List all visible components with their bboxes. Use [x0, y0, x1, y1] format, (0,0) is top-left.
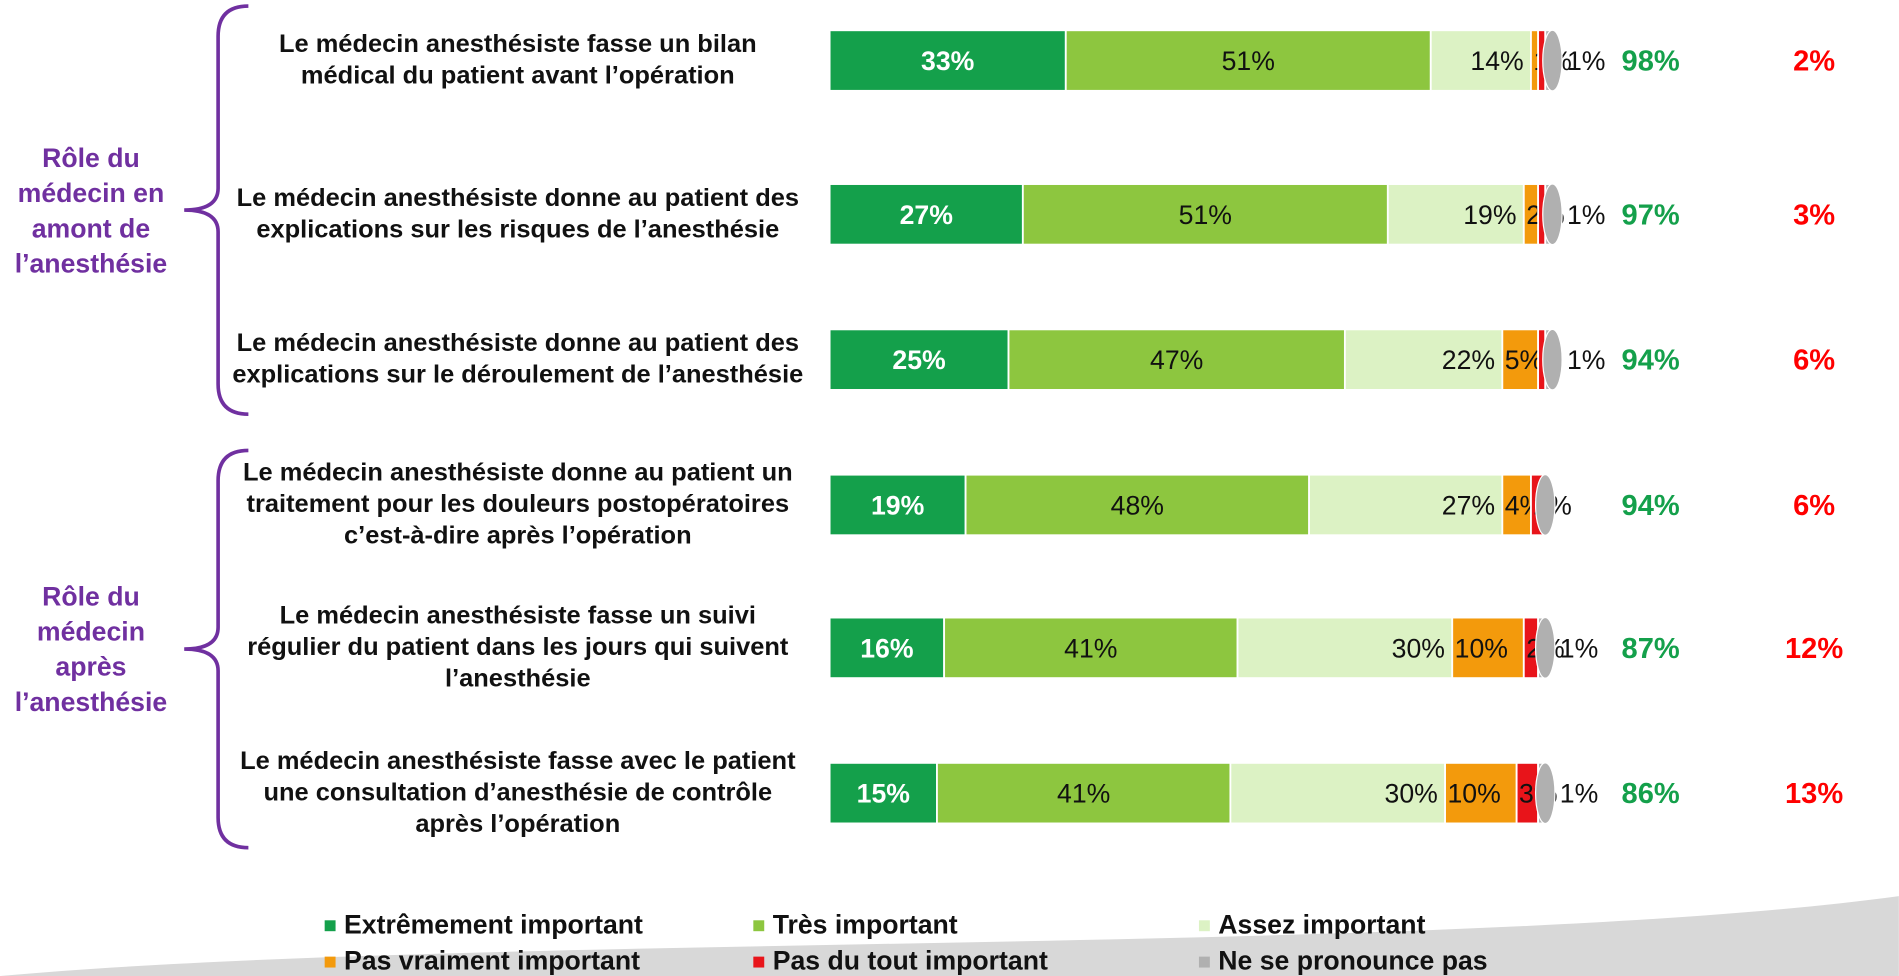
bar-cap — [1534, 616, 1556, 679]
total-label: 6% — [1793, 345, 1835, 377]
row-label-box: Le médecin anesthésiste fasse un bilan m… — [278, 30, 757, 90]
bar-segment — [1451, 616, 1525, 680]
bar-segment — [1501, 328, 1540, 391]
bar-segment — [964, 473, 1311, 537]
data-label: 1% — [1560, 633, 1598, 663]
bar-cap — [1542, 183, 1563, 246]
group-label-box: Rôle du médecin en amont de l’anesthésie — [14, 142, 168, 278]
data-label: 30% — [1392, 633, 1445, 663]
total-label: 6% — [1793, 490, 1835, 522]
row-label-box: Le médecin anesthésiste donne au patient… — [236, 184, 800, 244]
legend-label: Très important — [773, 909, 958, 939]
total-label: 3% — [1793, 199, 1835, 231]
row-label: Le médecin anesthésiste fasse un bilan m… — [278, 30, 757, 90]
row-label: Le médecin anesthésiste fasse un suivi r… — [247, 601, 789, 693]
bar-segment — [828, 473, 967, 537]
row-label-box: Le médecin anesthésiste donne au patient… — [242, 458, 793, 550]
bar-segment — [1236, 616, 1454, 680]
data-label: 15% — [857, 779, 910, 809]
legend-label: Pas vraiment important — [344, 946, 640, 976]
data-label: 41% — [1064, 633, 1117, 663]
data-label: 1% — [1567, 345, 1605, 375]
bar-segment — [828, 616, 946, 680]
bar-segment — [1444, 761, 1518, 825]
data-label: 30% — [1385, 779, 1438, 809]
data-label: 5% — [1505, 345, 1543, 375]
total-label: 98% — [1622, 46, 1680, 78]
bar-segment — [1386, 183, 1525, 246]
row-label: Le médecin anesthésiste donne au patient… — [232, 329, 804, 389]
legend-swatch — [1198, 956, 1210, 968]
legend-swatch — [753, 920, 765, 932]
data-label: 41% — [1057, 779, 1110, 809]
bar-segment — [1064, 29, 1432, 92]
row-label: Le médecin anesthésiste fasse avec le pa… — [240, 747, 796, 838]
group-brace — [184, 4, 249, 416]
data-label: 10% — [1455, 633, 1508, 663]
data-label: 19% — [871, 490, 924, 520]
data-label: 16% — [860, 633, 913, 663]
bar-cap — [1534, 762, 1556, 825]
bar-segment — [1229, 761, 1446, 825]
row-label-box: Le médecin anesthésiste fasse avec le pa… — [240, 747, 796, 838]
bar-segment — [1021, 183, 1389, 246]
bar-cap — [1542, 328, 1563, 391]
bar-cap — [1534, 474, 1556, 536]
total-label: 97% — [1622, 199, 1680, 231]
total-label: 12% — [1785, 633, 1843, 665]
legend-swatch — [753, 956, 765, 968]
data-label: 27% — [900, 200, 953, 230]
row-label: Le médecin anesthésiste donne au patient… — [236, 184, 800, 244]
bar-cap — [1542, 29, 1563, 92]
legend-label: Assez important — [1218, 909, 1425, 939]
group-brace — [184, 448, 249, 850]
bar-segment — [943, 616, 1239, 680]
total-label: 87% — [1622, 633, 1680, 665]
legend-swatch — [324, 956, 336, 968]
decoration — [0, 896, 1899, 976]
legend-swatch — [324, 920, 336, 932]
data-label: 51% — [1222, 46, 1275, 76]
data-label: 33% — [921, 46, 974, 76]
legend-label: Pas du tout important — [773, 946, 1048, 976]
legend-label: Extrêmement important — [344, 909, 643, 939]
bar-segment — [1007, 328, 1346, 391]
row-label: Le médecin anesthésiste donne au patient… — [242, 458, 793, 550]
data-label: 48% — [1111, 490, 1164, 520]
data-label: 25% — [892, 345, 945, 375]
legend-label: Ne se pronounce pas — [1218, 946, 1487, 976]
bar-segment — [1308, 473, 1504, 537]
total-label: 2% — [1793, 46, 1835, 78]
total-label: 94% — [1622, 490, 1680, 522]
legend-swatch — [1198, 920, 1210, 932]
total-label: 86% — [1622, 778, 1680, 810]
data-label: 19% — [1463, 200, 1516, 230]
data-label: 22% — [1442, 345, 1495, 375]
data-label: 14% — [1470, 46, 1523, 76]
data-label: 1% — [1560, 779, 1598, 809]
total-label: 94% — [1622, 345, 1680, 377]
bar-segment — [828, 183, 1024, 246]
group-label-box: Rôle du médecin après l’anesthésie — [14, 581, 168, 717]
group-label: Rôle du médecin en amont de l’anesthésie — [14, 142, 168, 278]
group-label: Rôle du médecin après l’anesthésie — [14, 581, 168, 717]
data-label: 1% — [1567, 200, 1605, 230]
data-label: 27% — [1442, 490, 1495, 520]
data-label: 1% — [1567, 46, 1605, 76]
bar-segment — [828, 29, 1067, 92]
row-label-box: Le médecin anesthésiste donne au patient… — [232, 329, 804, 389]
bar-segment — [1429, 29, 1532, 92]
data-label: 51% — [1179, 200, 1232, 230]
row-label-box: Le médecin anesthésiste fasse un suivi r… — [247, 601, 789, 693]
data-label: 47% — [1150, 345, 1203, 375]
total-label: 13% — [1785, 778, 1843, 810]
data-label: 10% — [1448, 779, 1501, 809]
